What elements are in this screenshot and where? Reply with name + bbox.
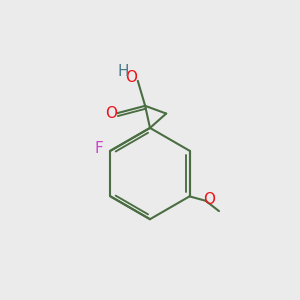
Text: H: H [118,64,129,80]
Text: O: O [105,106,117,121]
Text: O: O [203,192,215,207]
Text: F: F [95,141,104,156]
Text: O: O [125,70,137,85]
